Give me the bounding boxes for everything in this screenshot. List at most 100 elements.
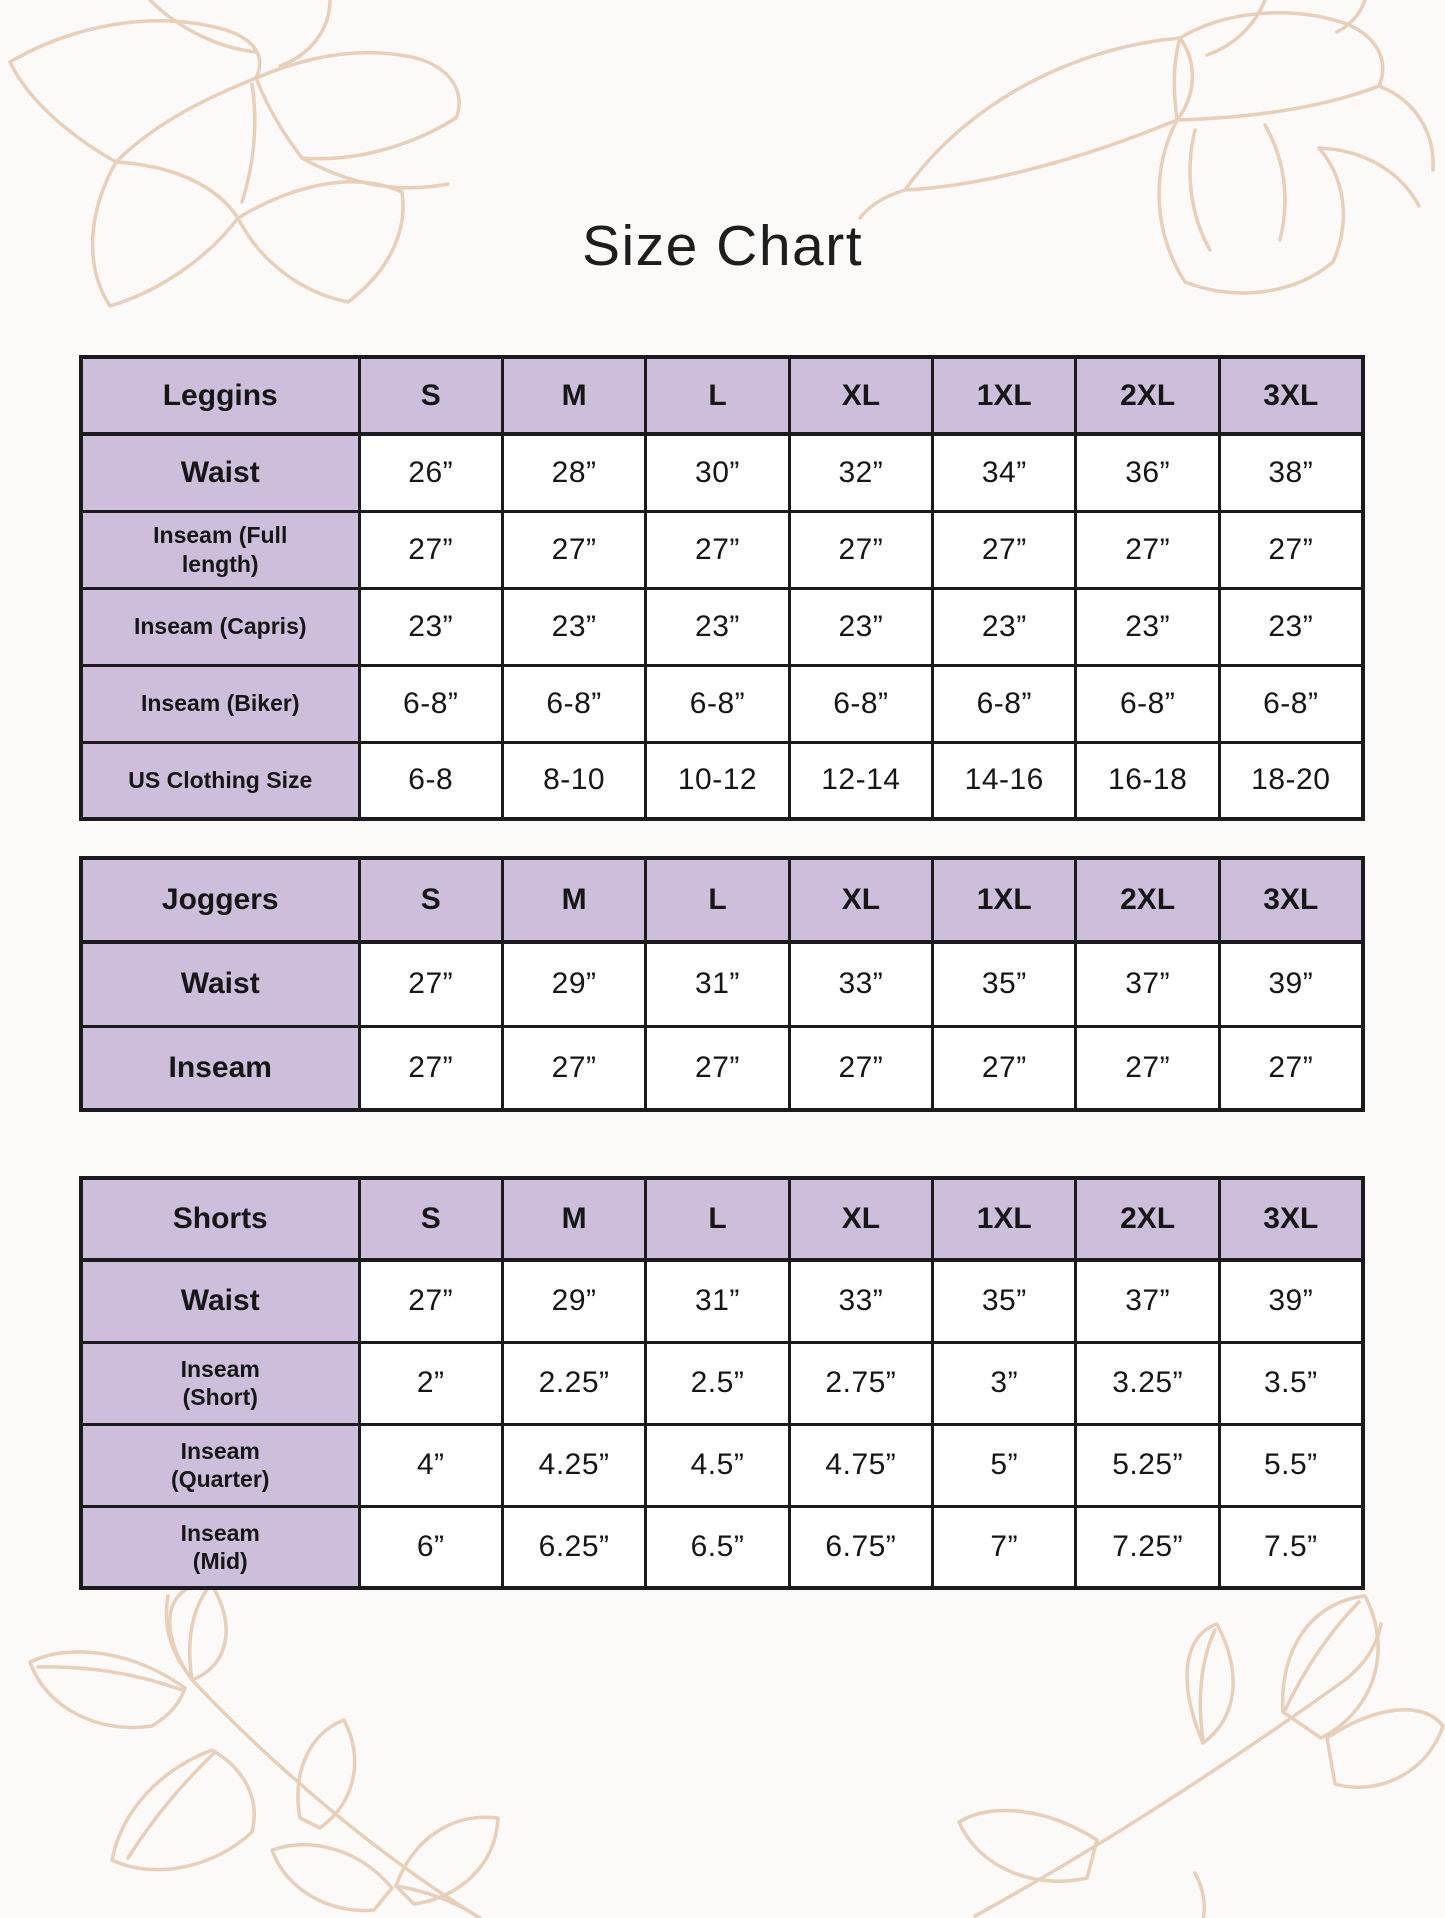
value-cell: 6-8” (500, 663, 648, 744)
value-cell: 4.5” (644, 1422, 791, 1508)
value-cell: 5” (931, 1422, 1078, 1508)
column-header-3xl: 3XL (1217, 1176, 1365, 1262)
header-row: Leggins S M L XL 1XL 2XL 3XL (79, 355, 1365, 436)
value-cell: 6-8” (1217, 663, 1365, 744)
value-cell: 23” (644, 586, 791, 667)
shorts-size-table: Shorts S M L XL 1XL 2XL 3XL Waist 27” 29” 31” 33” 35”… (79, 1176, 1365, 1590)
column-header-s: S (357, 355, 504, 436)
column-header-l: L (644, 856, 791, 944)
row-label: Inseam (Biker) (79, 663, 361, 744)
value-cell: 7” (931, 1504, 1078, 1590)
value-cell: 6.5” (644, 1504, 791, 1590)
value-cell: 12-14 (787, 740, 935, 821)
column-header-1xl: 1XL (931, 856, 1078, 944)
table-row: Inseam (Capris) 23” 23” 23” 23” 23” 23” 23” (79, 586, 1365, 667)
value-cell: 27” (1217, 509, 1365, 590)
value-cell: 6-8 (357, 740, 504, 821)
value-cell: 6-8” (931, 663, 1078, 744)
value-cell: 37” (1074, 940, 1221, 1028)
header-row: Joggers S M L XL 1XL 2XL 3XL (79, 856, 1365, 944)
value-cell: 27” (1074, 1024, 1221, 1112)
value-cell: 23” (1217, 586, 1365, 667)
leaves-bottom-right-decoration (957, 1594, 1445, 1918)
column-header-1xl: 1XL (931, 355, 1078, 436)
column-header-2xl: 2XL (1074, 355, 1221, 436)
value-cell: 27” (1217, 1024, 1365, 1112)
value-cell: 38” (1217, 432, 1365, 513)
table-row: US Clothing Size 6-8 8-10 10-12 12-14 14-16 16… (79, 740, 1365, 821)
value-cell: 6-8” (1074, 663, 1221, 744)
value-cell: 18-20 (1217, 740, 1365, 821)
value-cell: 4.25” (500, 1422, 648, 1508)
value-cell: 39” (1217, 1258, 1365, 1344)
value-cell: 3” (931, 1340, 1078, 1426)
value-cell: 16-18 (1074, 740, 1221, 821)
value-cell: 27” (357, 1024, 504, 1112)
value-cell: 27” (357, 940, 504, 1028)
value-cell: 23” (931, 586, 1078, 667)
value-cell: 27” (644, 1024, 791, 1112)
value-cell: 5.25” (1074, 1422, 1221, 1508)
value-cell: 27” (1074, 509, 1221, 590)
column-header-2xl: 2XL (1074, 1176, 1221, 1262)
value-cell: 39” (1217, 940, 1365, 1028)
table-row: Inseam 27” 27” 27” 27” 27” 27” 27” (79, 1024, 1365, 1112)
value-cell: 27” (787, 509, 935, 590)
value-cell: 35” (931, 940, 1078, 1028)
flower-top-left-decoration (8, 0, 461, 308)
value-cell: 23” (500, 586, 648, 667)
value-cell: 10-12 (644, 740, 791, 821)
value-cell: 6.75” (787, 1504, 935, 1590)
value-cell: 27” (931, 509, 1078, 590)
row-label: Inseam (Short) (79, 1340, 361, 1426)
value-cell: 27” (644, 509, 791, 590)
value-cell: 27” (931, 1024, 1078, 1112)
value-cell: 14-16 (931, 740, 1078, 821)
value-cell: 6-8” (357, 663, 504, 744)
table-row: Waist 27” 29” 31” 33” 35” 37” 39” (79, 940, 1365, 1028)
value-cell: 36” (1074, 432, 1221, 513)
value-cell: 5.5” (1217, 1422, 1365, 1508)
value-cell: 31” (644, 1258, 791, 1344)
column-header-s: S (357, 856, 504, 944)
row-label: Waist (79, 432, 361, 513)
value-cell: 6-8” (787, 663, 935, 744)
row-label: Inseam (Capris) (79, 586, 361, 667)
value-cell: 23” (357, 586, 504, 667)
value-cell: 34” (931, 432, 1078, 513)
value-cell: 3.25” (1074, 1340, 1221, 1426)
row-label: Inseam (Full length) (79, 509, 361, 590)
joggers-size-table: Joggers S M L XL 1XL 2XL 3XL Waist 27” 29” 31” 33” 35… (79, 856, 1365, 1112)
value-cell: 6-8” (644, 663, 791, 744)
value-cell: 33” (787, 1258, 935, 1344)
value-cell: 27” (787, 1024, 935, 1112)
value-cell: 32” (787, 432, 935, 513)
leggins-size-table: Leggins S M L XL 1XL 2XL 3XL Waist 26” 28” 30” 32” 34… (79, 355, 1365, 821)
column-header-3xl: 3XL (1217, 355, 1365, 436)
value-cell: 6” (357, 1504, 504, 1590)
value-cell: 29” (500, 1258, 648, 1344)
table-title-shorts: Shorts (79, 1176, 361, 1262)
value-cell: 27” (500, 1024, 648, 1112)
column-header-2xl: 2XL (1074, 856, 1221, 944)
flower-top-right-decoration (858, 0, 1435, 295)
column-header-l: L (644, 355, 791, 436)
value-cell: 2” (357, 1340, 504, 1426)
table-row: Inseam (Quarter) 4” 4.25” 4.5” 4.75” 5” 5.25” 5.… (79, 1422, 1365, 1508)
value-cell: 31” (644, 940, 791, 1028)
value-cell: 29” (500, 940, 648, 1028)
value-cell: 2.75” (787, 1340, 935, 1426)
column-header-s: S (357, 1176, 504, 1262)
column-header-m: M (500, 355, 648, 436)
value-cell: 7.5” (1217, 1504, 1365, 1590)
row-label: Inseam (Mid) (79, 1504, 361, 1590)
value-cell: 33” (787, 940, 935, 1028)
value-cell: 27” (357, 1258, 504, 1344)
value-cell: 23” (1074, 586, 1221, 667)
table-row: Inseam (Full length) 27” 27” 27” 27” 27” 27” 27” (79, 509, 1365, 590)
value-cell: 8-10 (500, 740, 648, 821)
value-cell: 23” (787, 586, 935, 667)
column-header-l: L (644, 1176, 791, 1262)
column-header-m: M (500, 856, 648, 944)
value-cell: 27” (357, 509, 504, 590)
